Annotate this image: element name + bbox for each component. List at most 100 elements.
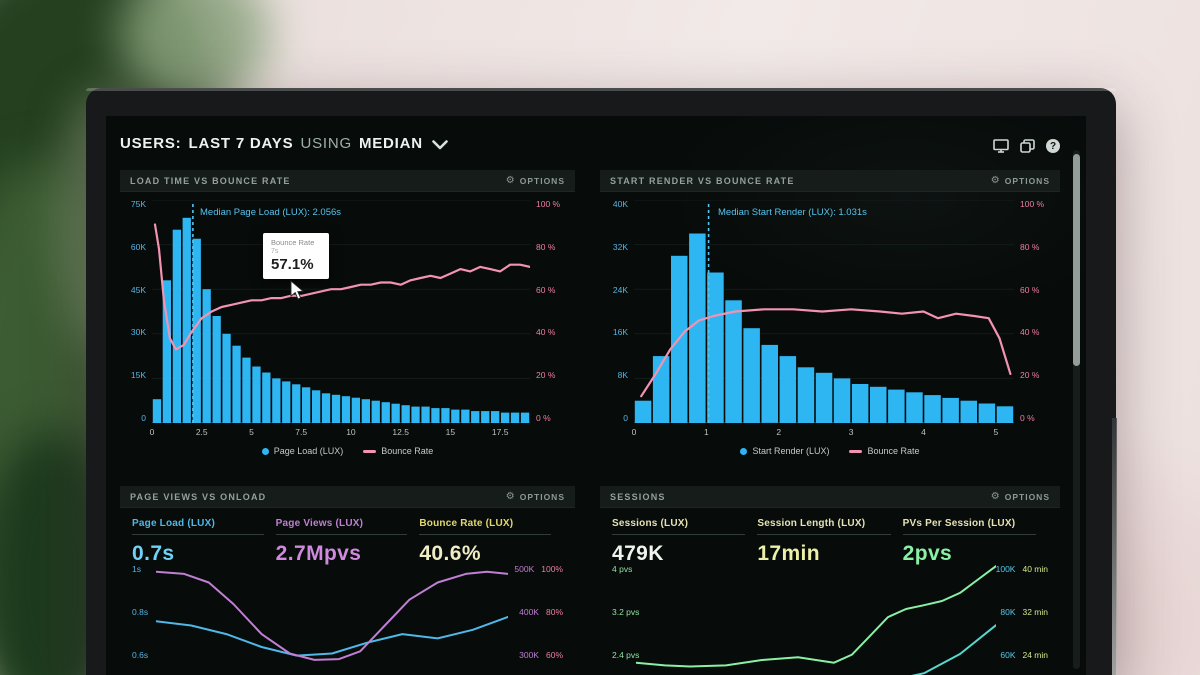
panel-title: SESSIONS (610, 491, 666, 502)
gear-icon: ⚙ (990, 491, 1001, 502)
y-tick-pair: 500K 100% (514, 564, 563, 574)
panel-title: LOAD TIME VS BOUNCE RATE (130, 175, 291, 186)
y-tick: 400K (519, 607, 539, 617)
y-tick-pair: 80K 32 min (1000, 607, 1048, 617)
options-label: OPTIONS (1004, 491, 1050, 502)
mouse-cursor (290, 280, 304, 300)
metric-label: Session Length (LUX) (757, 518, 891, 535)
y-tick: 80% (545, 607, 563, 617)
y-tick-pair: 100K 40 min (996, 564, 1048, 574)
x-tick: 5 (993, 427, 999, 437)
metric-value: 0.7s (132, 542, 175, 565)
y-tick: 1s (132, 564, 141, 574)
panel-start-render-vs-bounce-rate: START RENDER VS BOUNCE RATE ⚙ OPTIONS 40… (600, 170, 1060, 467)
panel-header: START RENDER VS BOUNCE RATE ⚙ OPTIONS (600, 170, 1060, 192)
legend-page-load[interactable]: Page Load (LUX) (261, 446, 343, 456)
legend-dot-icon (740, 447, 748, 455)
options-button[interactable]: ⚙ OPTIONS (506, 175, 565, 186)
y-tick: 40 % (536, 327, 556, 338)
y-axis-right: 500K 100% 400K 80% 300K 60% (514, 564, 563, 660)
x-tick: 15 (445, 427, 456, 437)
y-tick: 40 % (1020, 327, 1040, 338)
y-tick: 32K (612, 241, 628, 252)
line-chart (636, 565, 996, 675)
y-tick: 24K (612, 284, 628, 295)
median-annotation: Median Page Load (LUX): 2.056s (200, 207, 342, 218)
panel-header: LOAD TIME VS BOUNCE RATE ⚙ OPTIONS (120, 170, 575, 192)
metric-label: Page Load (LUX) (132, 518, 264, 535)
panel-title: PAGE VIEWS VS ONLOAD (130, 491, 267, 502)
legend-bounce-rate[interactable]: Bounce Rate (849, 446, 920, 456)
display-icon[interactable] (993, 139, 1009, 153)
tooltip-sub: 7s (271, 248, 279, 255)
y-tick: 80 % (536, 241, 556, 252)
legend-label: Bounce Rate (381, 446, 434, 456)
y-tick: 60% (545, 650, 563, 660)
tooltip-label: Bounce Rate (271, 238, 315, 247)
y-axis-right: 100K 40 min 80K 32 min 60K 24 min (996, 564, 1048, 660)
y-tick: 80 % (1020, 241, 1040, 252)
y-tick: 40K (612, 199, 628, 209)
histogram-plot: Median Page Load (LUX): 2.056s Bounce Ra… (152, 199, 532, 423)
x-tick: 5 (249, 427, 254, 437)
panel-header: PAGE VIEWS VS ONLOAD ⚙ OPTIONS (120, 486, 575, 508)
y-tick-pair: 60K 24 min (1000, 650, 1048, 660)
scrollbar-track[interactable] (1073, 150, 1080, 669)
chart-legend: Start Render (LUX) Bounce Rate (600, 446, 1060, 456)
y-tick: 60K (1000, 650, 1016, 660)
metric-value: 479K (612, 542, 664, 565)
options-button[interactable]: ⚙ OPTIONS (991, 175, 1050, 186)
metric-bounce-rate: Bounce Rate (LUX) 40.6% (419, 518, 552, 566)
x-tick: 4 (921, 427, 926, 437)
metric-label: Sessions (LUX) (612, 518, 746, 535)
legend-label: Start Render (LUX) (752, 446, 830, 456)
screen-glare (666, 116, 1086, 316)
y-tick: 60K (130, 241, 146, 252)
chevron-down-icon (432, 139, 448, 149)
y-tick: 60 % (536, 284, 556, 295)
x-tick: 7.5 (295, 427, 308, 437)
histogram-plot: Median Start Render (LUX): 1.031s (634, 199, 1014, 424)
legend-line-icon (363, 449, 377, 453)
dashboard-screen: USERS: LAST 7 DAYS USING MEDIAN ? LOAD T… (106, 116, 1086, 675)
legend-line-icon (849, 449, 863, 453)
y-axis-right: 100 % 80 % 60 % 40 % 20 % 0 % (1014, 200, 1060, 423)
metric-page-views: Page Views (LUX) 2.7Mpvs (275, 518, 408, 566)
y-axis-left: 40K 32K 24K 16K 8K 0 (600, 200, 634, 423)
y-tick: 4 pvs (612, 564, 633, 574)
windows-icon[interactable] (1020, 139, 1035, 153)
y-tick: 0 % (1020, 412, 1035, 423)
metric-value: 2pvs (902, 542, 953, 565)
legend-bounce-rate[interactable]: Bounce Rate (363, 446, 433, 456)
panel-sessions: SESSIONS ⚙ OPTIONS Sessions (LUX) 479K S… (600, 486, 1060, 675)
metric-label: Page Views (LUX) (275, 518, 408, 535)
toolbar-icons: ? (993, 139, 1060, 153)
metric-value: 17min (757, 542, 821, 565)
title-users: USERS: (120, 135, 182, 152)
y-tick: 60 % (1020, 284, 1040, 295)
metric-page-load: Page Load (LUX) 0.7s (132, 518, 264, 566)
y-tick: 0.6s (132, 650, 149, 660)
metric-session-length: Session Length (LUX) 17min (757, 518, 891, 566)
y-tick: 500K (514, 564, 535, 574)
options-button[interactable]: ⚙ OPTIONS (991, 491, 1050, 502)
y-tick: 15K (130, 370, 146, 381)
y-tick: 3.2 pvs (612, 607, 640, 617)
metric-label: PVs Per Session (LUX) (902, 518, 1036, 535)
median-annotation: Median Start Render (LUX): 1.031s (718, 207, 867, 218)
y-axis-right: 100 % 80 % 60 % 40 % 20 % 0 % (530, 200, 575, 423)
scrollbar-thumb[interactable] (1073, 154, 1080, 366)
metric-pvs-per-session: PVs Per Session (LUX) 2pvs (902, 518, 1036, 566)
legend-start-render[interactable]: Start Render (LUX) (740, 446, 829, 456)
y-tick: 80K (1000, 607, 1016, 617)
help-icon[interactable]: ? (1046, 139, 1060, 153)
y-tick: 24 min (1022, 650, 1048, 660)
metric-row: Page Load (LUX) 0.7s Page Views (LUX) 2.… (120, 508, 575, 566)
y-tick: 100% (541, 564, 563, 574)
y-tick-pair: 300K 60% (519, 650, 563, 660)
options-button[interactable]: ⚙ OPTIONS (506, 491, 565, 502)
title-using: USING (300, 135, 352, 152)
y-tick: 30K (130, 327, 146, 338)
metric-value: 40.6% (419, 542, 481, 565)
timeframe-dropdown[interactable]: USERS: LAST 7 DAYS USING MEDIAN (120, 135, 448, 152)
